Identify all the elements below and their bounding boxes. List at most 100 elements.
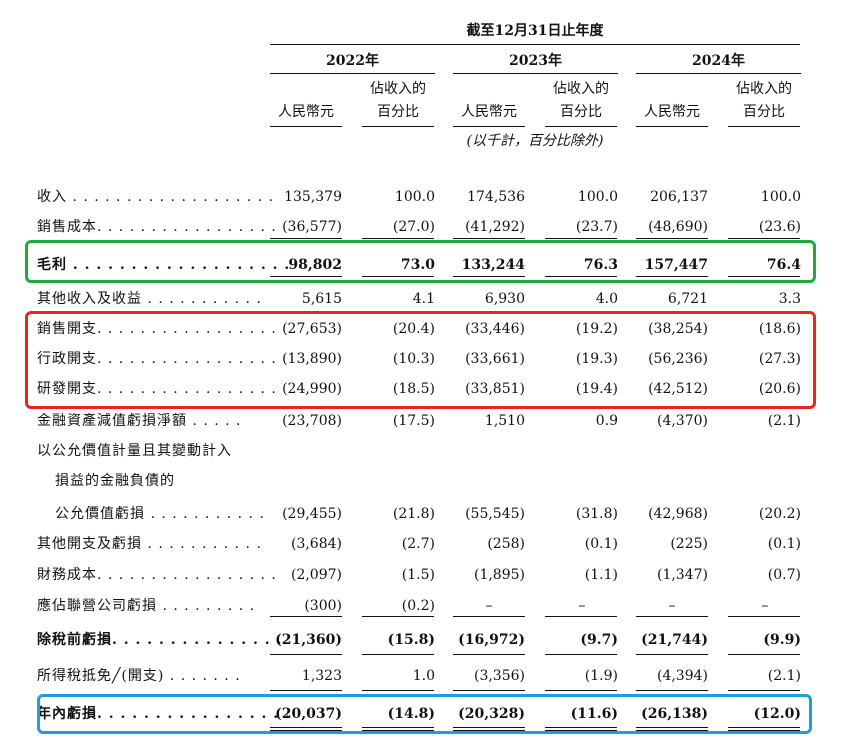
cell-value: (29,455)	[282, 506, 342, 522]
table-row-income-tax: 所得稅抵免╱(開支) . . . . . . . 1,323 1.0 (3,356) (…	[0, 661, 841, 691]
row-label: 銷售開支. . . . . . . . . . . . . . . . .	[37, 321, 277, 337]
loss-before-tax-rule	[545, 654, 617, 655]
subtotal-rule	[728, 690, 800, 691]
cell-value: 135,379	[284, 189, 342, 205]
gross-profit-highlight-box	[25, 240, 816, 283]
cell-value: 6,721	[667, 291, 708, 307]
cell-value: (12.0)	[753, 706, 801, 722]
year-rule-2024	[636, 73, 801, 74]
subhead-rule	[270, 126, 342, 127]
year-2022: 2022年	[326, 53, 379, 69]
cell-value: (56,236)	[648, 351, 708, 367]
subtotal-rule	[362, 238, 434, 239]
row-label: 損益的金融負債的	[55, 473, 175, 489]
table-row-fvtpl-line1: 以公允價值計量且其變動計入	[0, 436, 841, 466]
cell-value: 4.0	[595, 291, 618, 307]
table-row-other-income: 其他收入及收益 . . . . . . . . . . . 5,615 4.1 6,9…	[0, 284, 841, 314]
cell-value: 133,244	[461, 257, 525, 273]
cell-value: (1.5)	[401, 567, 435, 583]
subtotal-rule	[453, 616, 525, 617]
cell-value: (0.1)	[584, 536, 618, 552]
row-label: 應佔聯營公司虧損 . . . . . . . . .	[37, 598, 256, 614]
cell-value: 1,323	[301, 668, 342, 684]
total-double-rule	[636, 727, 708, 728]
loss-before-tax-rule	[270, 654, 342, 655]
row-label: 收入 . . . . . . . . . . . . . . . . . . .	[37, 189, 275, 205]
table-row-fvtpl-line2: 損益的金融負債的	[0, 466, 841, 496]
cell-value: (18.5)	[392, 381, 435, 397]
cell-value: (9.7)	[580, 632, 618, 648]
total-double-rule	[362, 727, 434, 728]
subtotal-rule	[636, 238, 708, 239]
cell-value: –	[761, 598, 769, 614]
cell-value: (1.1)	[584, 567, 618, 583]
cell-value: 1,510	[484, 413, 525, 429]
total-double-rule	[728, 727, 800, 728]
cell-value: 100.0	[760, 189, 801, 205]
subtotal-rule	[270, 616, 342, 617]
col-rmb-2023: 人民幣元	[461, 104, 517, 120]
col-pct1-2022: 佔收入的	[370, 81, 426, 97]
cell-value: (2.1)	[767, 413, 801, 429]
cell-value: (23.7)	[575, 219, 618, 235]
cell-value: (23.6)	[758, 219, 801, 235]
cell-value: (17.5)	[392, 413, 435, 429]
cell-value: 0.9	[595, 413, 618, 429]
cell-value: (23,708)	[282, 413, 342, 429]
cell-value: 98,802	[288, 257, 342, 273]
cell-value: 5,615	[301, 291, 342, 307]
cell-value: (20,037)	[275, 706, 342, 722]
cell-value: 1.0	[412, 668, 435, 684]
cell-value: (26,138)	[641, 706, 708, 722]
subtotal-rule	[453, 690, 525, 691]
total-double-rule	[453, 727, 525, 728]
cell-value: (3,356)	[473, 668, 525, 684]
year-2024: 2024年	[692, 53, 745, 69]
cell-value: (16,972)	[458, 632, 525, 648]
col-pct1-2024: 佔收入的	[736, 81, 792, 97]
subtotal-rule	[362, 690, 434, 691]
units-note: (以千計，百分比除外)	[466, 133, 604, 149]
cell-value: (11.6)	[570, 706, 618, 722]
table-row-gross-profit: 毛利 . . . . . . . . . . . . . . . . . . .…	[0, 250, 841, 280]
cell-value: 4.1	[412, 291, 435, 307]
year-2023: 2023年	[509, 53, 562, 69]
cell-value: (20.6)	[758, 381, 801, 397]
operating-expenses-highlight-box	[25, 311, 816, 409]
gross-profit-rule	[362, 276, 434, 277]
cell-value: (300)	[304, 598, 342, 614]
cell-value: (24,990)	[282, 381, 342, 397]
table-row-revenue: 收入 . . . . . . . . . . . . . . . . . . .…	[0, 182, 841, 212]
row-label: 行政開支. . . . . . . . . . . . . . . . .	[37, 351, 277, 367]
col-pct2-2022: 百分比	[377, 104, 419, 120]
table-row-loss-before-tax: 除稅前虧損. . . . . . . . . . . . . . . (21,36…	[0, 625, 841, 655]
cell-value: (1.9)	[584, 668, 618, 684]
cell-value: (3,684)	[290, 536, 342, 552]
subhead-rule	[636, 126, 708, 127]
cell-value: (20,328)	[458, 706, 525, 722]
row-label: 其他收入及收益 . . . . . . . . . . .	[37, 291, 262, 307]
cell-value: (14.8)	[387, 706, 435, 722]
subtotal-rule	[636, 690, 708, 691]
annual-loss-highlight-box	[37, 694, 812, 734]
subtotal-rule	[545, 238, 617, 239]
cell-value: 206,137	[650, 189, 708, 205]
table-row-admin-expenses: 行政開支. . . . . . . . . . . . . . . . . (13…	[0, 344, 841, 374]
cell-value: (27.3)	[758, 351, 801, 367]
cell-value: (21,744)	[641, 632, 708, 648]
total-double-rule	[362, 730, 434, 731]
loss-before-tax-rule	[728, 654, 800, 655]
row-label: 年內虧損. . . . . . . . . . . . . . . . .	[37, 706, 291, 722]
total-double-rule	[270, 730, 342, 731]
year-rule-2023	[453, 73, 618, 74]
subtotal-rule	[545, 616, 617, 617]
row-label: 銷售成本. . . . . . . . . . . . . . . . .	[37, 219, 277, 235]
table-row-selling-expenses: 銷售開支. . . . . . . . . . . . . . . . . (27…	[0, 314, 841, 344]
cell-value: (2.7)	[401, 536, 435, 552]
table-row-other-expenses: 其他開支及虧損 . . . . . . . . . . . (3,684) (2.7…	[0, 529, 841, 559]
period-heading: 截至12月31日止年度	[466, 23, 604, 39]
cell-value: (2.1)	[767, 668, 801, 684]
gross-profit-rule	[636, 276, 708, 277]
gross-profit-rule	[728, 276, 800, 277]
subtotal-rule	[728, 616, 800, 617]
